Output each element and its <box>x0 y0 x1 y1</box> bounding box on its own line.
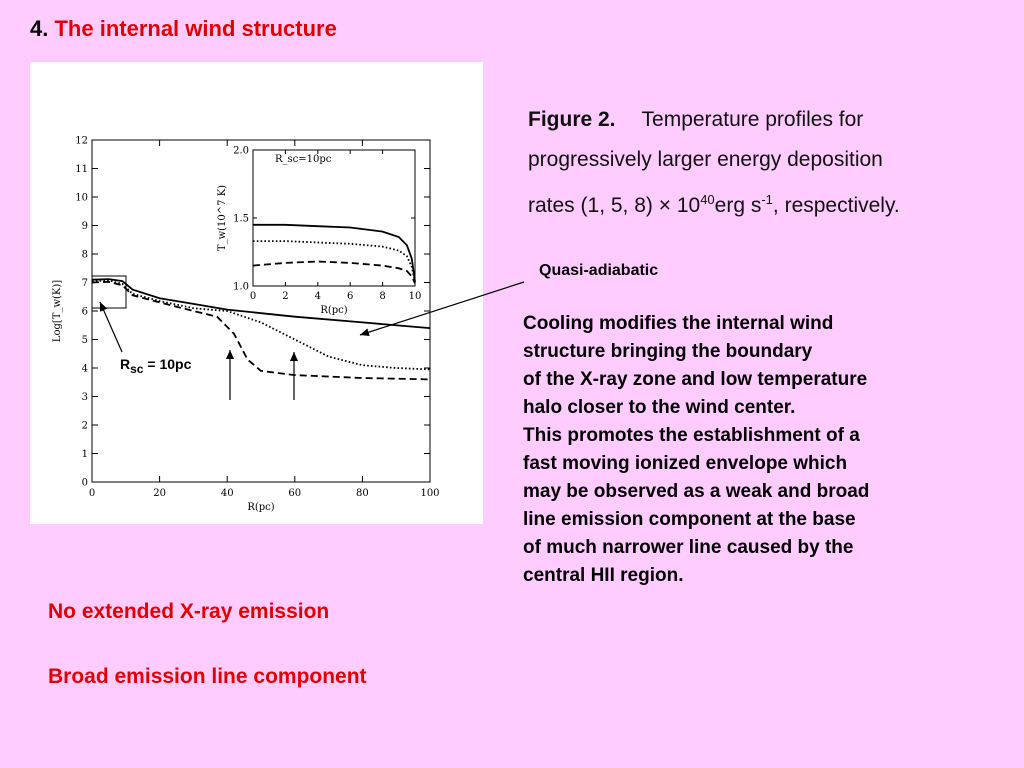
rsc-label: Rsc = 10pc <box>120 356 191 376</box>
body-text: Cooling modifies the internal wind struc… <box>523 310 1013 590</box>
main-chart: 0 20 40 60 80 1000123456789101112R(pc)Log[T_w… <box>52 136 440 514</box>
quasi-adiabatic-label: Quasi-adiabatic <box>539 262 659 279</box>
main-series-dotted <box>91 279 431 371</box>
rsc-label-r: R <box>120 356 131 372</box>
main-xtick-label: 100 <box>420 488 439 499</box>
inset-xtick-label: 0 <box>250 291 256 302</box>
inset-region-box <box>91 275 127 309</box>
main-ytick-label: 7 <box>82 278 88 289</box>
rsc-arrow <box>99 301 123 353</box>
body-line: Cooling modifies the internal wind <box>523 313 834 334</box>
inset-xtick-label: 2 <box>282 291 288 302</box>
inset-ytick-label: 2.0 <box>233 146 249 157</box>
inset-series-solid <box>253 223 416 283</box>
main-ytick-label: 9 <box>82 221 88 232</box>
main-ytick-label: 11 <box>75 164 88 175</box>
body-line: halo closer to the wind center. <box>523 397 796 418</box>
inset-series-dotted <box>253 240 416 283</box>
body-line: of much narrower line caused by the <box>523 537 854 558</box>
main-xtick-label: 20 <box>153 488 166 499</box>
inset-xtick-label: 10 <box>409 291 422 302</box>
inset-ylabel: T_w(10^7 K) <box>217 185 228 251</box>
body-line: fast moving ionized envelope which <box>523 453 848 474</box>
main-xtick-label: 60 <box>288 488 301 499</box>
inset-xtick-label: 4 <box>315 291 321 302</box>
figure-panel: 0 20 40 60 80 100 0 1 2 3 4 5 6 7 8 9 10 11 12 R(pc) Log[T_w… <box>30 62 483 524</box>
main-ytick-label: 5 <box>82 335 88 346</box>
main-xtick-label: 0 <box>89 488 95 499</box>
caption-exponent-2: -1 <box>761 192 773 207</box>
body-line: of the X-ray zone and low temperature <box>523 369 868 390</box>
caption-text-3a: rates (1, 5, 8) × 10 <box>528 194 701 217</box>
main-ytick-label: 0 <box>82 478 88 489</box>
body-line: This promotes the establishment of a <box>523 425 860 446</box>
caption-label: Figure 2. <box>528 108 616 131</box>
main-ytick-label: 6 <box>82 307 88 318</box>
caption-line-2: progressively larger energy deposition <box>528 148 883 171</box>
body-line: structure bringing the boundary <box>523 341 813 362</box>
inset-legend: R_sc=10pc <box>275 154 332 165</box>
body-line: central HII region. <box>523 565 684 586</box>
rsc-label-value: = 10pc <box>147 356 192 372</box>
inset-xlabel: R(pc) <box>320 305 347 316</box>
slide-title-text: The internal wind structure <box>54 16 337 41</box>
main-xtick-label: 80 <box>356 488 369 499</box>
inset-ytick-label: 1.0 <box>233 282 249 293</box>
caption-line-3: rates (1, 5, 8) × 1040erg s-1, respectiv… <box>528 180 1008 226</box>
caption-text-3c: , respectively. <box>772 194 900 217</box>
main-ytick-label: 4 <box>82 364 88 375</box>
caption-exponent-1: 40 <box>700 192 715 207</box>
note-no-xray: No extended X-ray emission <box>48 600 330 623</box>
quasi-arrow <box>359 281 525 337</box>
main-ytick-label: 12 <box>75 136 88 147</box>
figure-caption: Figure 2. Temperature profiles for progre… <box>528 100 1008 226</box>
main-ytick-label: 2 <box>82 421 88 432</box>
caption-line-1: Figure 2. Temperature profiles for <box>528 100 1008 140</box>
main-xtick-label: 40 <box>221 488 234 499</box>
slide-title: 4. The internal wind structure <box>30 16 337 42</box>
inset-series-dashed <box>252 260 416 284</box>
body-line: may be observed as a weak and broad <box>523 481 870 502</box>
main-ytick-label: 3 <box>82 392 88 403</box>
rsc-label-sub: sc <box>130 361 144 376</box>
inset-ytick-label: 1.5 <box>233 214 249 225</box>
note-broad-line: Broad emission line component <box>48 665 367 688</box>
main-series-dashed <box>91 280 431 381</box>
figure-chart: 0 20 40 60 80 1000123456789101112R(pc)Log[T_w… <box>52 136 440 514</box>
body-line: line emission component at the base <box>523 509 856 530</box>
caption-text-1: Temperature profiles for <box>641 108 864 131</box>
caption-text-3b: erg s <box>714 194 762 217</box>
main-ytick-label: 10 <box>75 193 88 204</box>
main-ytick-label: 1 <box>82 449 88 460</box>
slide-title-number: 4. <box>30 16 49 41</box>
inset-xtick-label: 6 <box>347 291 353 302</box>
main-ytick-label: 8 <box>82 250 88 261</box>
inset-xtick-label: 8 <box>379 291 385 302</box>
inset-chart: 0 2 4 6 8 10 1.0 1.5 2.0 R(pc) T_w(10^7 K) R_sc=10p… <box>217 146 421 317</box>
main-xlabel: R(pc) <box>247 502 274 513</box>
main-ylabel: Log[T_w(K)] <box>52 280 63 342</box>
main-series-solid <box>91 278 431 329</box>
